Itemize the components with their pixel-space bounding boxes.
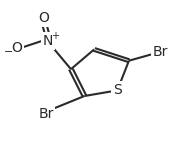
Text: O: O: [11, 41, 22, 55]
Text: O: O: [38, 11, 49, 25]
Text: S: S: [113, 83, 122, 97]
Text: Br: Br: [38, 107, 54, 121]
Text: −: −: [4, 47, 13, 57]
Text: Br: Br: [152, 45, 168, 59]
Text: +: +: [51, 31, 59, 41]
Text: N: N: [43, 34, 53, 48]
